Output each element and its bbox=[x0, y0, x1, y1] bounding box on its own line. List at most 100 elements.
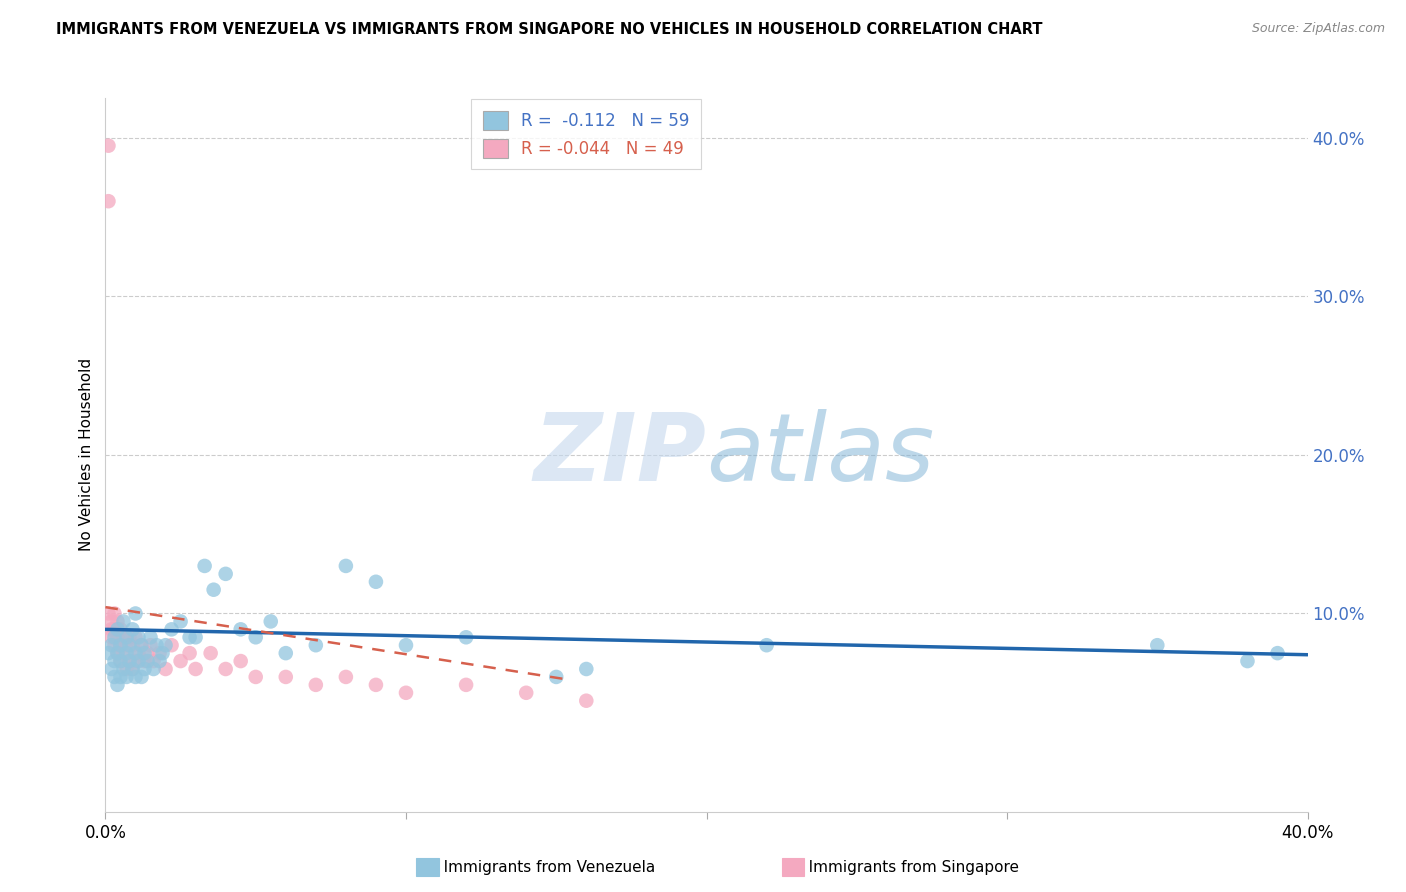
Point bbox=[200, 646, 222, 660]
Point bbox=[575, 662, 598, 676]
Point bbox=[136, 646, 159, 660]
Point bbox=[124, 654, 146, 668]
Point bbox=[148, 646, 170, 660]
Text: Immigrants from Singapore: Immigrants from Singapore bbox=[794, 860, 1019, 874]
Point bbox=[118, 638, 141, 652]
Point bbox=[546, 670, 568, 684]
Point bbox=[110, 670, 132, 684]
Point bbox=[107, 646, 129, 660]
Point bbox=[97, 607, 120, 621]
Point bbox=[124, 670, 146, 684]
Point bbox=[169, 615, 191, 629]
Point bbox=[364, 678, 387, 692]
Point bbox=[274, 646, 297, 660]
Point bbox=[575, 694, 598, 708]
Point bbox=[118, 630, 141, 644]
Point bbox=[103, 630, 125, 644]
Point bbox=[110, 638, 132, 652]
Text: atlas: atlas bbox=[707, 409, 935, 500]
Point bbox=[1146, 638, 1168, 652]
Point bbox=[155, 638, 177, 652]
Point bbox=[124, 607, 146, 621]
Point bbox=[214, 566, 236, 581]
Point bbox=[128, 630, 150, 644]
Point bbox=[121, 662, 143, 676]
Point bbox=[142, 654, 165, 668]
Point bbox=[121, 662, 143, 676]
Point bbox=[110, 623, 132, 637]
Point bbox=[121, 638, 143, 652]
Point bbox=[194, 558, 217, 573]
Point bbox=[97, 138, 120, 153]
Point bbox=[1267, 646, 1289, 660]
Point bbox=[142, 662, 165, 676]
Point bbox=[454, 678, 477, 692]
Point bbox=[110, 654, 132, 668]
Point bbox=[139, 638, 162, 652]
Point bbox=[100, 630, 122, 644]
Point bbox=[155, 662, 177, 676]
Point bbox=[229, 654, 252, 668]
Point bbox=[118, 654, 141, 668]
Point bbox=[454, 630, 477, 644]
Point bbox=[169, 654, 191, 668]
Text: Source: ZipAtlas.com: Source: ZipAtlas.com bbox=[1251, 22, 1385, 36]
Point bbox=[214, 662, 236, 676]
Point bbox=[364, 574, 387, 589]
Point bbox=[115, 670, 138, 684]
Point bbox=[335, 558, 357, 573]
Text: ZIP: ZIP bbox=[534, 409, 707, 501]
Point bbox=[118, 654, 141, 668]
Point bbox=[1236, 654, 1258, 668]
Point bbox=[131, 638, 153, 652]
Point bbox=[131, 638, 153, 652]
Point bbox=[107, 678, 129, 692]
Point bbox=[202, 582, 225, 597]
Point bbox=[134, 662, 156, 676]
Point bbox=[110, 654, 132, 668]
Point bbox=[184, 662, 207, 676]
Point bbox=[245, 630, 267, 644]
Point bbox=[124, 646, 146, 660]
Text: Immigrants from Venezuela: Immigrants from Venezuela bbox=[429, 860, 655, 874]
Point bbox=[112, 630, 135, 644]
Point bbox=[148, 654, 170, 668]
Point bbox=[395, 686, 418, 700]
Point bbox=[115, 646, 138, 660]
Point bbox=[160, 623, 183, 637]
Point bbox=[179, 630, 201, 644]
Point bbox=[97, 194, 120, 209]
Point bbox=[112, 646, 135, 660]
Point bbox=[103, 638, 125, 652]
Point bbox=[100, 662, 122, 676]
Point bbox=[112, 615, 135, 629]
Legend: R =  -0.112   N = 59, R = -0.044   N = 49: R = -0.112 N = 59, R = -0.044 N = 49 bbox=[471, 99, 702, 169]
Point bbox=[100, 623, 122, 637]
Point bbox=[103, 623, 125, 637]
Point bbox=[245, 670, 267, 684]
Point bbox=[103, 607, 125, 621]
Text: IMMIGRANTS FROM VENEZUELA VS IMMIGRANTS FROM SINGAPORE NO VEHICLES IN HOUSEHOLD : IMMIGRANTS FROM VENEZUELA VS IMMIGRANTS … bbox=[56, 22, 1043, 37]
Point bbox=[107, 630, 129, 644]
Point bbox=[128, 654, 150, 668]
Point bbox=[107, 623, 129, 637]
Point bbox=[128, 646, 150, 660]
Point bbox=[107, 615, 129, 629]
Y-axis label: No Vehicles in Household: No Vehicles in Household bbox=[79, 359, 94, 551]
Point bbox=[152, 646, 174, 660]
Point bbox=[179, 646, 201, 660]
Point bbox=[97, 646, 120, 660]
Point bbox=[100, 615, 122, 629]
Point bbox=[103, 654, 125, 668]
Point bbox=[260, 615, 283, 629]
Point bbox=[335, 670, 357, 684]
Point bbox=[134, 646, 156, 660]
Point bbox=[515, 686, 537, 700]
Point bbox=[103, 670, 125, 684]
Point bbox=[121, 623, 143, 637]
Point bbox=[145, 638, 167, 652]
Point bbox=[305, 678, 328, 692]
Point bbox=[112, 662, 135, 676]
Point bbox=[110, 638, 132, 652]
Point bbox=[274, 670, 297, 684]
